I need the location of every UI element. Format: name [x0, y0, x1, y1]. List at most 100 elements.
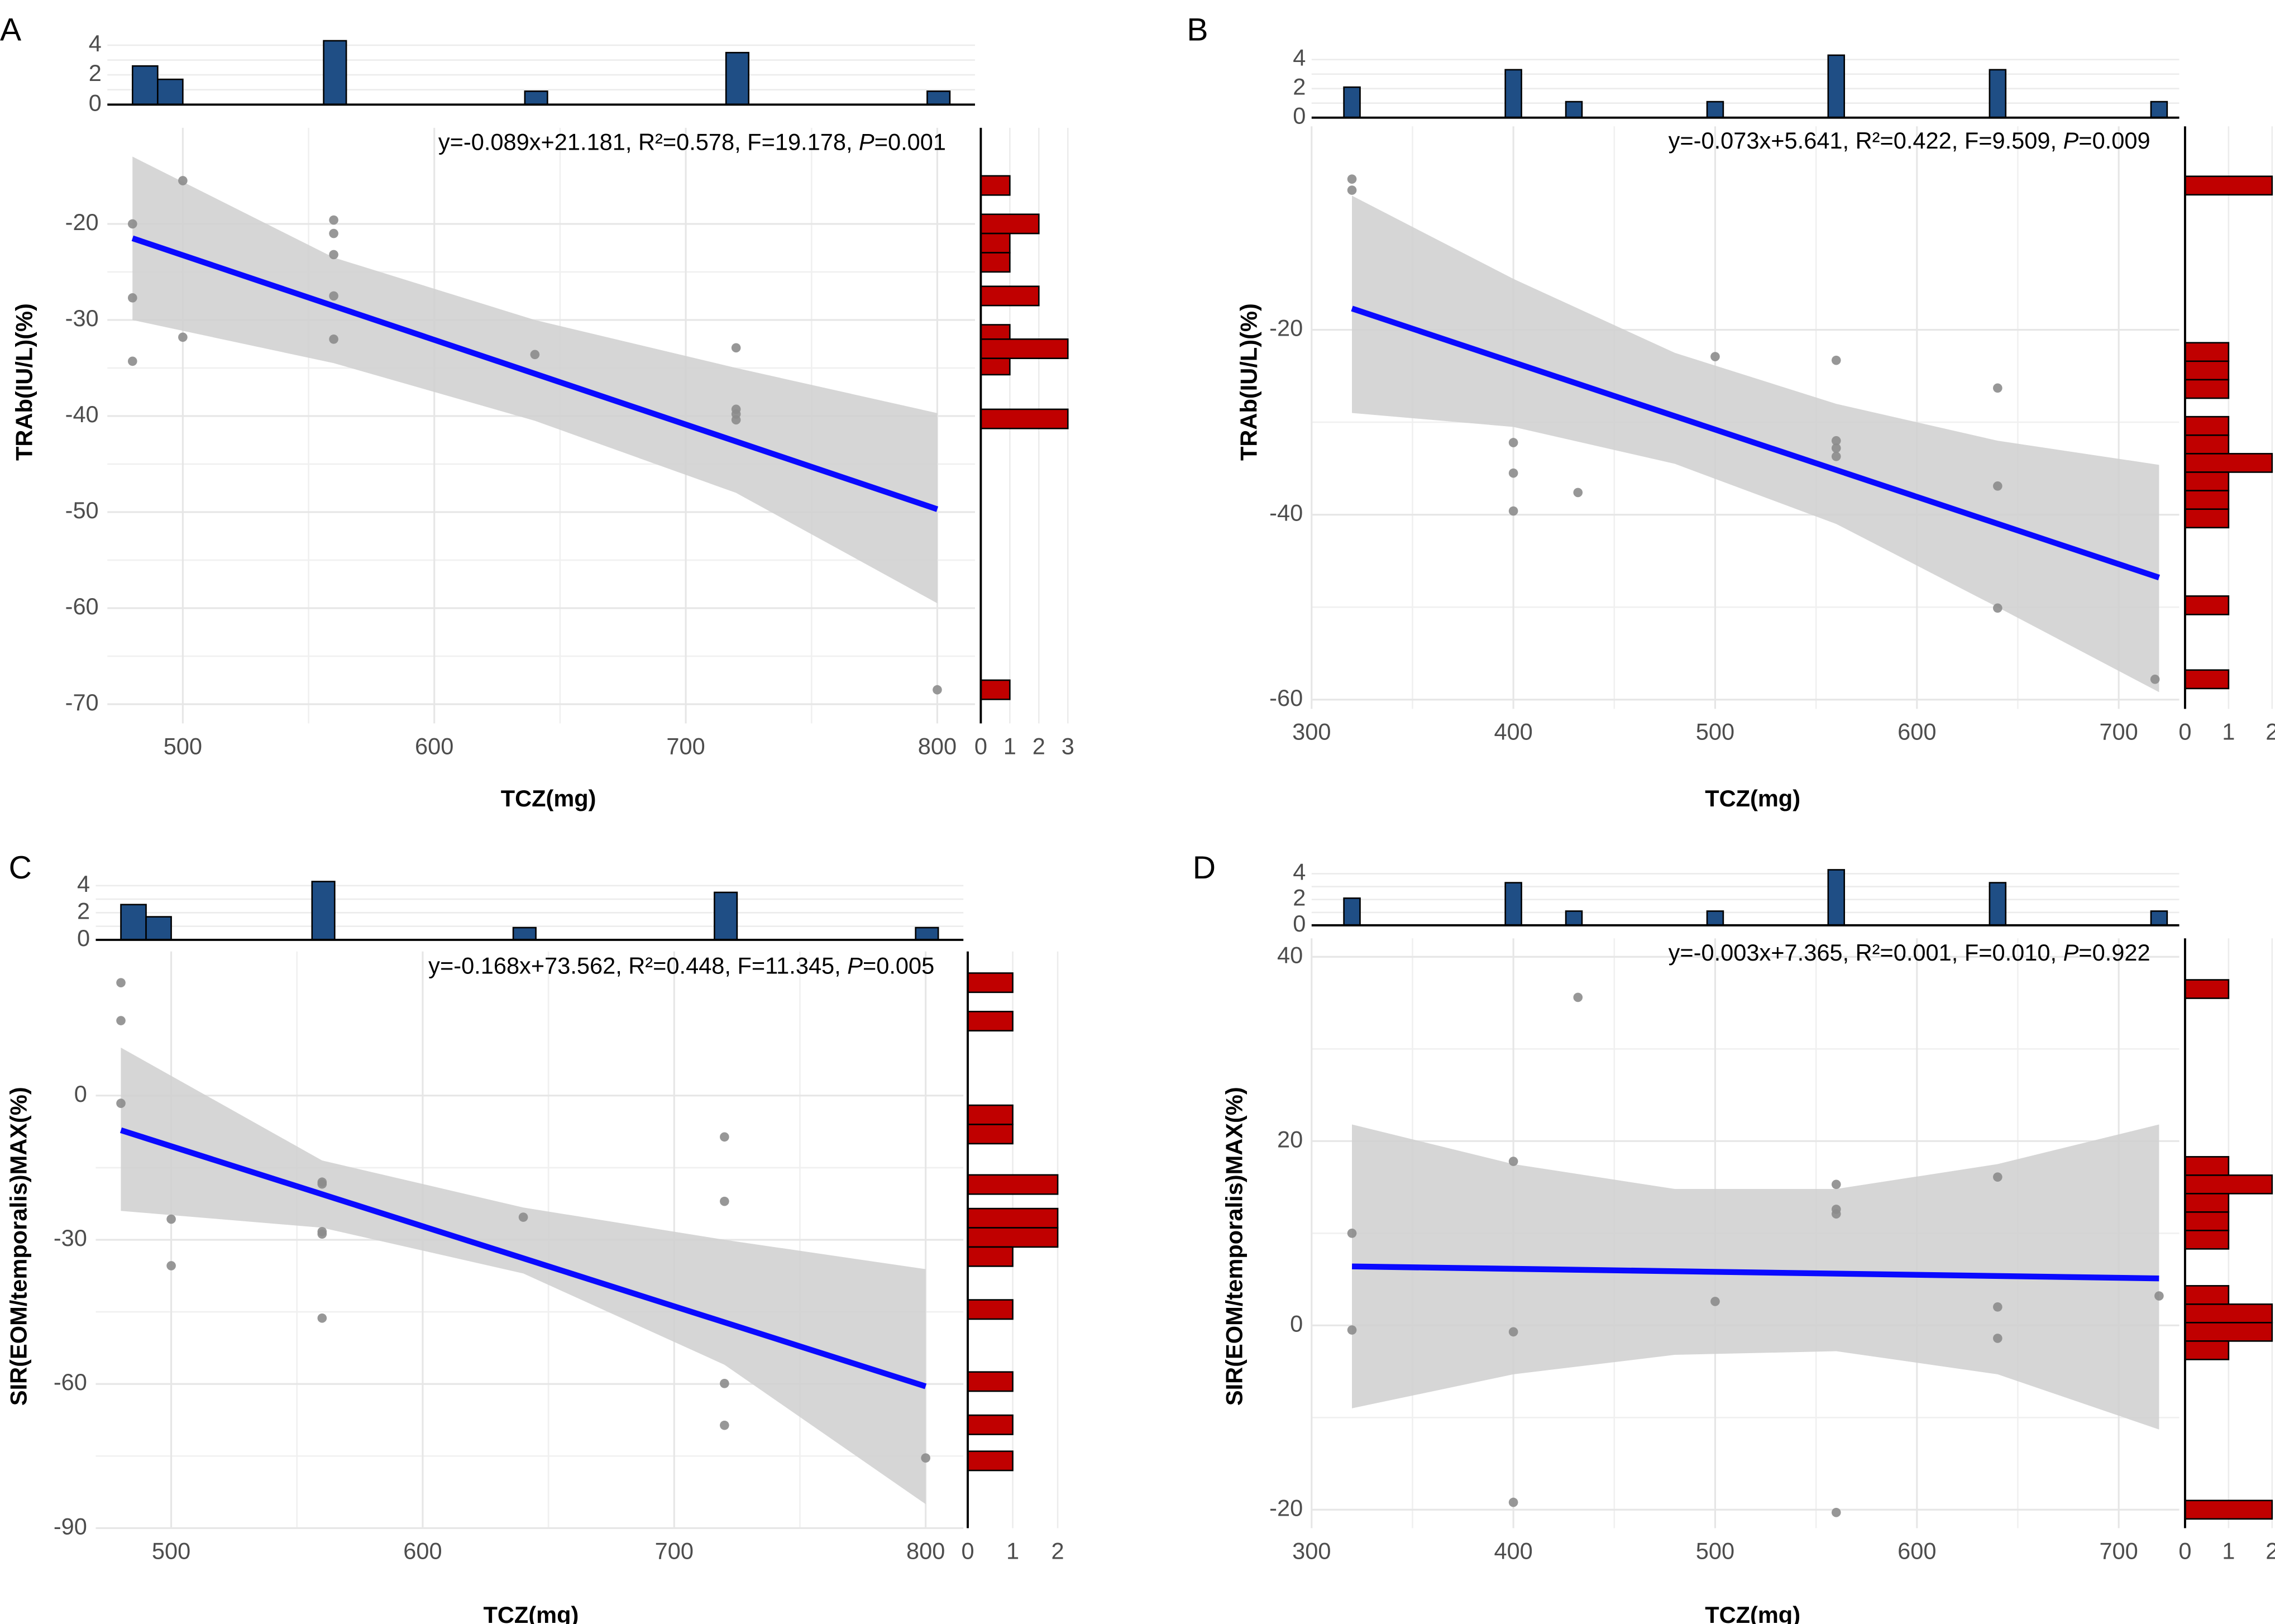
- side-hist-bar: [980, 252, 1011, 273]
- y-tick-label: -90: [54, 1513, 87, 1539]
- x-axis-title: TCZ(mg): [484, 1602, 579, 1624]
- x-tick-label: 700: [655, 1538, 694, 1564]
- top-hist-bar: [145, 916, 172, 941]
- side-hist-tick-label: 0: [961, 1538, 974, 1564]
- y-tick-label: -20: [1269, 1494, 1303, 1521]
- side-hist-bar: [2184, 1211, 2230, 1231]
- x-tick-label: 600: [1898, 719, 1936, 745]
- data-point: [530, 350, 540, 360]
- side-hist-bar: [2184, 490, 2230, 510]
- equation-stats: y=-0.073x+5.641, R²=0.422, F=9.509,: [1669, 127, 2063, 154]
- data-point: [1508, 1157, 1518, 1166]
- data-point: [1347, 1325, 1357, 1335]
- x-tick-label: 700: [666, 733, 705, 760]
- side-hist-bar: [2184, 1303, 2273, 1324]
- equation-p-label: P: [2063, 939, 2079, 966]
- top-hist-bar: [1989, 69, 2007, 118]
- side-hist-bar: [967, 972, 1014, 993]
- equation-p-label: P: [847, 952, 863, 978]
- data-point: [329, 228, 338, 238]
- top-hist-tick-label: 4: [89, 30, 102, 56]
- side-hist-bar: [2184, 453, 2273, 473]
- side-hist-tick-label: 1: [1006, 1538, 1019, 1564]
- y-axis-title: TRAb(IU/L)(%): [1236, 303, 1262, 461]
- top-hist-tick-label: 4: [1293, 858, 1306, 885]
- top-hist-bar: [1343, 897, 1361, 926]
- regression-equation: y=-0.168x+73.562, R²=0.448, F=11.345, P=…: [428, 952, 934, 978]
- data-point: [921, 1453, 930, 1463]
- top-hist-tick-label: 2: [77, 897, 90, 924]
- x-axis-title: TCZ(mg): [1705, 785, 1800, 811]
- side-hist-bar: [2184, 1322, 2273, 1342]
- side-hist-tick-label: 2: [1033, 733, 1045, 760]
- y-tick-label: -20: [1269, 314, 1303, 341]
- y-axis-title: TRAb(IU/L)(%): [11, 303, 37, 461]
- side-hist-bar: [980, 232, 1011, 254]
- equation-p-label: P: [2063, 127, 2079, 154]
- regression-equation: y=-0.003x+7.365, R²=0.001, F=0.010, P=0.…: [1669, 939, 2150, 966]
- data-point: [1831, 1507, 1841, 1517]
- data-point: [178, 176, 188, 185]
- x-tick-label: 500: [152, 1538, 190, 1564]
- panel-c: Cy=-0.168x+73.562, R²=0.448, F=11.345, P…: [5, 850, 1064, 1624]
- data-point: [1831, 1209, 1841, 1219]
- x-tick-label: 700: [2099, 1538, 2138, 1564]
- equation-stats: y=-0.089x+21.181, R²=0.578, F=19.178,: [438, 128, 859, 155]
- side-hist-bar: [2184, 379, 2230, 399]
- regression-equation: y=-0.073x+5.641, R²=0.422, F=9.509, P=0.…: [1669, 127, 2150, 154]
- side-hist-tick-label: 2: [2266, 719, 2275, 745]
- side-hist-bar: [967, 1207, 1059, 1229]
- top-hist-bar: [1827, 54, 1846, 118]
- side-hist-bar: [2184, 471, 2230, 491]
- y-tick-label: -60: [65, 593, 99, 619]
- y-tick-label: -60: [1269, 685, 1303, 711]
- side-histogram: 0 1 2: [961, 951, 1064, 1564]
- top-hist-bar: [120, 904, 147, 941]
- data-point: [731, 415, 741, 425]
- x-tick-label: 300: [1292, 719, 1331, 745]
- data-point: [127, 293, 137, 303]
- panel-letter: C: [9, 850, 32, 886]
- equation-p-label: P: [859, 128, 874, 155]
- top-hist-tick-label: 0: [1293, 103, 1306, 129]
- side-hist-bar: [2184, 1174, 2273, 1195]
- data-point: [720, 1196, 729, 1206]
- equation-p-value: =0.922: [2078, 939, 2150, 966]
- data-point: [1508, 438, 1518, 447]
- data-point: [1508, 506, 1518, 516]
- x-tick-label: 600: [403, 1538, 442, 1564]
- panel-a: Ay=-0.089x+21.181, R²=0.578, F=19.178, P…: [0, 12, 1074, 811]
- side-hist-bar: [2184, 508, 2230, 529]
- side-histogram: 0 1 2: [2178, 126, 2275, 745]
- top-hist-bar: [1706, 101, 1724, 118]
- regression-equation: y=-0.089x+21.181, R²=0.578, F=19.178, P=…: [438, 128, 946, 155]
- y-tick-label: -50: [65, 497, 99, 523]
- side-hist-bar: [980, 338, 1069, 360]
- x-tick-label: 400: [1494, 719, 1532, 745]
- regression-line: [1351, 305, 2161, 581]
- data-point: [1993, 603, 2002, 613]
- y-tick-label: -40: [1269, 500, 1303, 526]
- top-hist-bar: [714, 891, 738, 941]
- side-hist-bar: [967, 1124, 1014, 1145]
- side-hist-bar: [2184, 1285, 2230, 1305]
- side-hist-bar: [2184, 434, 2230, 455]
- data-point: [720, 1378, 729, 1388]
- side-hist-tick-label: 0: [2178, 1538, 2191, 1564]
- data-point: [1347, 1228, 1357, 1238]
- side-hist-bar: [980, 213, 1040, 235]
- side-hist-tick-label: 1: [1003, 733, 1016, 760]
- data-point: [127, 219, 137, 229]
- top-histogram: 024: [1293, 858, 2180, 937]
- side-hist-bar: [967, 1450, 1014, 1472]
- side-hist-bar: [967, 1010, 1014, 1031]
- top-hist-bar: [524, 90, 548, 106]
- y-tick-label: -30: [54, 1225, 87, 1251]
- top-hist-bar: [157, 78, 184, 106]
- side-hist-bar: [967, 1371, 1014, 1392]
- side-hist-tick-label: 2: [2266, 1538, 2275, 1564]
- side-hist-bar: [2184, 342, 2230, 362]
- data-point: [1347, 174, 1357, 184]
- side-hist-bar: [2184, 415, 2230, 436]
- side-hist-bar: [2184, 669, 2230, 690]
